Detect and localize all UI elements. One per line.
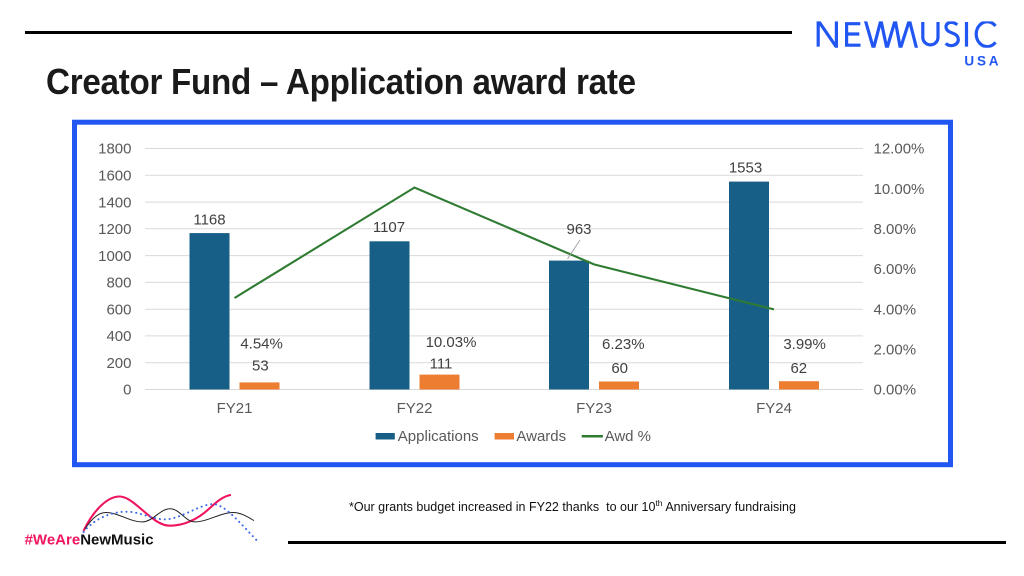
svg-text:Awards: Awards xyxy=(516,428,566,445)
svg-text:Awd %: Awd % xyxy=(605,428,651,445)
svg-text:53: 53 xyxy=(252,358,269,375)
svg-text:1200: 1200 xyxy=(98,221,131,238)
svg-text:FY24: FY24 xyxy=(756,400,792,417)
svg-text:FY22: FY22 xyxy=(397,400,433,417)
svg-text:800: 800 xyxy=(106,275,131,292)
svg-text:3.99%: 3.99% xyxy=(783,336,826,353)
svg-text:#WeAreNewMusic: #WeAreNewMusic xyxy=(25,532,154,549)
svg-text:6.23%: 6.23% xyxy=(602,336,645,353)
svg-text:200: 200 xyxy=(106,355,131,372)
svg-text:6.00%: 6.00% xyxy=(874,261,917,278)
svg-text:963: 963 xyxy=(566,221,591,238)
svg-text:600: 600 xyxy=(106,301,131,318)
svg-text:1800: 1800 xyxy=(98,141,131,158)
svg-text:62: 62 xyxy=(790,360,807,377)
svg-text:4.00%: 4.00% xyxy=(874,301,917,318)
svg-text:111: 111 xyxy=(430,356,453,373)
svg-text:1600: 1600 xyxy=(98,168,131,185)
svg-text:1107: 1107 xyxy=(373,219,405,236)
svg-text:8.00%: 8.00% xyxy=(874,221,917,238)
svg-text:FY21: FY21 xyxy=(217,400,253,417)
svg-text:Applications: Applications xyxy=(398,428,479,445)
svg-text:10.03%: 10.03% xyxy=(426,334,477,351)
svg-text:1553: 1553 xyxy=(729,160,762,177)
svg-text:0.00%: 0.00% xyxy=(874,382,917,399)
svg-text:2.00%: 2.00% xyxy=(874,342,917,359)
svg-text:1000: 1000 xyxy=(98,248,131,265)
svg-text:400: 400 xyxy=(106,328,131,345)
svg-text:FY23: FY23 xyxy=(576,400,612,417)
svg-text:10.00%: 10.00% xyxy=(874,181,925,198)
svg-text:0: 0 xyxy=(123,382,131,399)
svg-text:60: 60 xyxy=(611,360,628,377)
svg-text:USA: USA xyxy=(964,53,1001,68)
svg-text:12.00%: 12.00% xyxy=(874,141,925,158)
svg-text:1400: 1400 xyxy=(98,194,131,211)
svg-text:1168: 1168 xyxy=(193,212,225,229)
svg-text:4.54%: 4.54% xyxy=(240,336,283,353)
